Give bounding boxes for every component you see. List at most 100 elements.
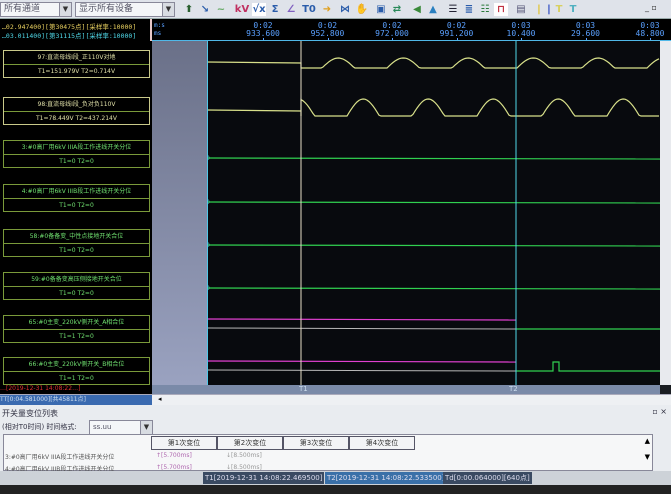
t1-sample-info: …02.947400][第30475点][采样率:10000] <box>2 23 137 31</box>
image-icon[interactable]: ▣ <box>376 4 386 15</box>
t2-icon[interactable]: T <box>569 4 577 15</box>
fit-icon[interactable]: ⋈ <box>340 4 350 15</box>
trace-digital-zero <box>206 327 517 330</box>
window-controls[interactable]: _ ▫ <box>645 3 657 12</box>
trace-digital <box>206 157 661 160</box>
time-tick-label: 0:03 48.800 <box>635 21 665 38</box>
ruler-icon[interactable]: ↘ <box>200 4 210 15</box>
t1-cursor-label[interactable]: T1 <box>299 385 308 393</box>
trace-digital-after <box>516 361 660 372</box>
table-row-name[interactable]: 4:#0高厂用6kV IIIB段工作进线开关分位 <box>5 466 115 471</box>
time-tick-label: 0:02 991.200 <box>439 21 474 38</box>
time-tick <box>263 38 264 41</box>
column-header[interactable]: 第2次变位 <box>217 436 283 450</box>
status-bar: T1[2019-12-31 14:08:22.469500] T2[2019-1… <box>0 471 671 485</box>
window-icon[interactable]: ▤ <box>516 4 526 15</box>
status-td: Td[0:00.064000][640点] <box>443 472 532 484</box>
time-tick-label: 0:03 29.600 <box>571 21 600 38</box>
sigma-icon[interactable]: Σ <box>271 4 279 15</box>
time-tick-label: 0:02 933.600 <box>246 21 280 38</box>
time-tick <box>327 38 329 41</box>
screen-bezel <box>0 485 671 494</box>
trace-ch98 <box>206 98 659 117</box>
panel-title: 开关量变位列表 <box>2 409 58 418</box>
table-cell: ↑[5.700ms] <box>156 452 192 459</box>
scroll-left-icon[interactable]: ◂ <box>158 395 162 403</box>
table-cell: ↑[5.700ms] <box>156 464 192 471</box>
t0-icon[interactable]: T0 <box>302 4 316 15</box>
panel-close-icon[interactable]: ▫ × <box>652 407 667 416</box>
time-tick-label: 0:02 952.800 <box>310 21 345 38</box>
arrow-tool-icon[interactable]: ⬆ <box>184 4 194 15</box>
time-tick-label: 0:03 10.400 <box>506 21 536 38</box>
marker-yellow-icon[interactable]: | <box>537 4 541 15</box>
time-tick-label: 0:02 972.000 <box>375 21 409 38</box>
t2-sample-info: …03.011400][第31115点][采样率:10000] <box>2 32 137 40</box>
chevron-down-icon[interactable]: ▼ <box>162 3 174 16</box>
scale-strip <box>152 41 207 385</box>
back-icon[interactable]: ◀ <box>413 4 421 15</box>
time-tick <box>392 38 393 41</box>
channel-list: 97:直流母线I段_正110V对地 T1=151.979V T2=0.714V 98… <box>0 41 152 385</box>
channel-filter-select[interactable]: 所有通道 ▼ <box>0 2 72 17</box>
channel-label[interactable]: 3:#0高厂用6kV IIIA段工作进线开关分位 T1=0 T2=0 <box>3 140 150 168</box>
status-t1: T1[2019-12-31 14:08:22.469500] <box>203 472 325 484</box>
t2-cursor-label[interactable]: T2 <box>509 385 518 393</box>
channel-label[interactable]: 97:直流母线I段_正110V对地 T1=151.979V T2=0.714V <box>3 50 150 78</box>
tree-icon[interactable]: ☷ <box>480 4 490 15</box>
time-format-select[interactable]: ss.uu ▼ <box>89 420 153 435</box>
channel-label[interactable]: 59:#0备备变高压侧接地开关合位 T1=0 T2=0 <box>3 272 150 300</box>
angle-icon[interactable]: ∠ <box>286 4 296 15</box>
channel-label[interactable]: 66:#0主变_220kV侧开关_B相合位 T1=1 T2=0 <box>3 357 150 385</box>
up-icon[interactable]: ▲ <box>429 4 437 15</box>
trace-digital <box>206 244 661 247</box>
table-cell: ↓[8.500ms] <box>226 452 262 459</box>
device-filter-select[interactable]: 显示所有设备 ▼ <box>75 2 175 17</box>
trace-digital-on <box>206 360 517 363</box>
left-status: …[2019-12-31 14:08:22…] <box>0 385 152 394</box>
sqrt-icon[interactable]: √x <box>252 3 266 16</box>
column-header[interactable]: 第3次变位 <box>283 436 349 450</box>
channel-label[interactable]: 65:#0主变_220kV侧开关_A相合位 T1=1 T2=0 <box>3 315 150 343</box>
channel-label[interactable]: 58:#0备备变_中性点接地开关合位 T1=0 T2=0 <box>3 229 150 257</box>
status-t2: T2[2019-12-31 14:08:22.533500] <box>325 472 447 484</box>
channel-label[interactable]: 98:直流母线I段_负对负110V T1=78.449V T2=437.214V <box>3 97 150 125</box>
table-row-name[interactable]: 3:#0高厂用6kV IIIA段工作进线开关分位 <box>5 454 115 461</box>
column-header[interactable]: 第1次变位 <box>151 436 217 450</box>
table-scroll-icon[interactable]: ▲ ▼ <box>644 437 650 461</box>
total-info: TT[0:04.581000][共45811点] <box>0 395 152 405</box>
switch-icon[interactable]: ⊓ <box>494 3 508 16</box>
trace-digital-on <box>206 318 517 321</box>
forward-icon[interactable]: ➜ <box>322 4 332 15</box>
trace-digital <box>206 201 661 204</box>
time-tick <box>585 38 587 41</box>
chevron-down-icon[interactable]: ▼ <box>59 3 71 16</box>
trace-ch97 <box>206 57 660 69</box>
waveform-svg: 0000 <box>206 41 661 385</box>
wave-icon[interactable]: ~ <box>216 4 226 15</box>
time-tick <box>521 38 522 41</box>
table-cell: ↓[8.500ms] <box>226 464 262 471</box>
vertical-scrollbar[interactable] <box>660 41 671 385</box>
swap-icon[interactable]: ⇄ <box>392 4 402 15</box>
kv-icon[interactable]: kV <box>234 4 250 15</box>
chevron-down-icon[interactable]: ▼ <box>140 421 152 434</box>
align-icon[interactable]: ≣ <box>464 4 474 15</box>
time-unit-s: ms <box>154 30 162 37</box>
horizontal-scrollbar[interactable]: TT[0:04.581000][共45811点] ◂ <box>0 394 671 405</box>
trace-digital <box>206 287 661 290</box>
marker-blue-icon[interactable]: | <box>547 4 551 15</box>
time-tick <box>650 38 651 41</box>
cursor-bar[interactable]: T1 T2 <box>152 385 660 394</box>
t1-icon[interactable]: T <box>555 4 563 15</box>
trace-digital-zero <box>206 369 517 372</box>
channel-label[interactable]: 4:#0高厂用6kV IIIB段工作进线开关分位 T1=0 T2=0 <box>3 184 150 212</box>
time-unit-ms: m:s <box>154 22 165 29</box>
hand-icon[interactable]: ✋ <box>355 4 369 15</box>
switch-change-panel: 开关量变位列表 ▫ × (相对T0时间) 时间格式: ss.uu ▼ 第1次变位 … <box>0 405 671 471</box>
toolbar: 所有通道 ▼ 显示所有设备 ▼ ⬆ ↘ ~ kV √x Σ ∠ T0 ➜ ⋈ ✋ ▣… <box>0 0 671 19</box>
list-icon[interactable]: ☰ <box>448 4 458 15</box>
column-header[interactable]: 第4次变位 <box>349 436 415 450</box>
time-tick <box>456 38 458 41</box>
